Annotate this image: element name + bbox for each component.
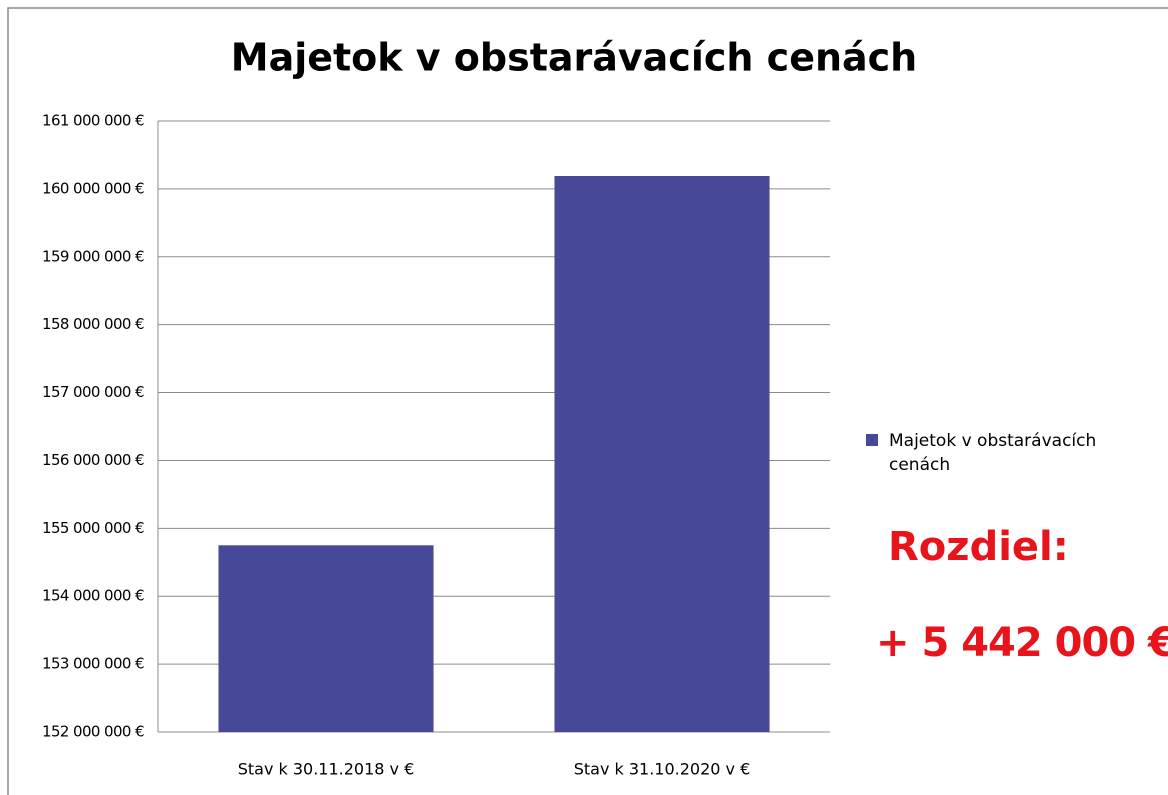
x-tick-label: Stav k 31.10.2020 v € [574,760,751,779]
chart-title: Majetok v obstarávacích cenách [231,36,918,80]
bar [218,545,434,732]
y-tick-label: 155 000 000 € [42,519,144,537]
annotation: + 5 442 000 € [876,620,1168,666]
legend-label: Majetok v obstarávacích cenách [889,431,1097,475]
x-tick-label: Stav k 30.11.2018 v € [238,760,415,779]
y-tick-label: 158 000 000 € [42,315,144,333]
y-tick-label: 152 000 000 € [42,723,144,741]
y-tick-label: 159 000 000 € [42,247,144,265]
y-tick-label: 154 000 000 € [42,587,144,605]
chart-frame [7,7,1168,795]
y-tick-label: 161 000 000 € [42,112,144,130]
y-tick-label: 153 000 000 € [42,655,144,673]
y-tick-label: 157 000 000 € [42,383,144,401]
legend-swatch [866,434,878,446]
y-tick-label: 156 000 000 € [42,451,144,469]
y-tick-label: 160 000 000 € [42,179,144,197]
bar [554,175,770,733]
annotation: Rozdiel: [888,524,1069,570]
